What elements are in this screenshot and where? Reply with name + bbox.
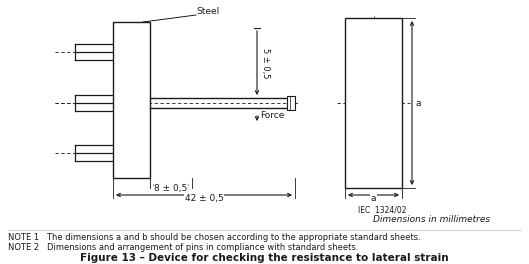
Text: IEC  1324/02: IEC 1324/02 xyxy=(358,205,406,214)
Text: NOTE 1   The dimensions a and b should be chosen according to the appropriate st: NOTE 1 The dimensions a and b should be … xyxy=(8,233,421,243)
Text: a: a xyxy=(415,98,421,107)
Text: 42 ± 0,5: 42 ± 0,5 xyxy=(185,194,223,203)
Text: NOTE 2   Dimensions and arrangement of pins in compliance with standard sheets.: NOTE 2 Dimensions and arrangement of pin… xyxy=(8,243,358,252)
Text: Figure 13 – Device for checking the resistance to lateral strain: Figure 13 – Device for checking the resi… xyxy=(80,253,448,263)
Bar xyxy=(345,18,402,188)
Text: Steel: Steel xyxy=(196,7,220,16)
Text: 5 ± 0,5: 5 ± 0,5 xyxy=(261,48,270,78)
Bar xyxy=(113,22,150,178)
Text: a: a xyxy=(371,194,376,203)
Bar xyxy=(287,96,295,110)
Text: Dimensions in millimetres: Dimensions in millimetres xyxy=(373,215,490,224)
Text: 8 ± 0,5: 8 ± 0,5 xyxy=(154,184,188,193)
Text: Force: Force xyxy=(260,111,285,120)
